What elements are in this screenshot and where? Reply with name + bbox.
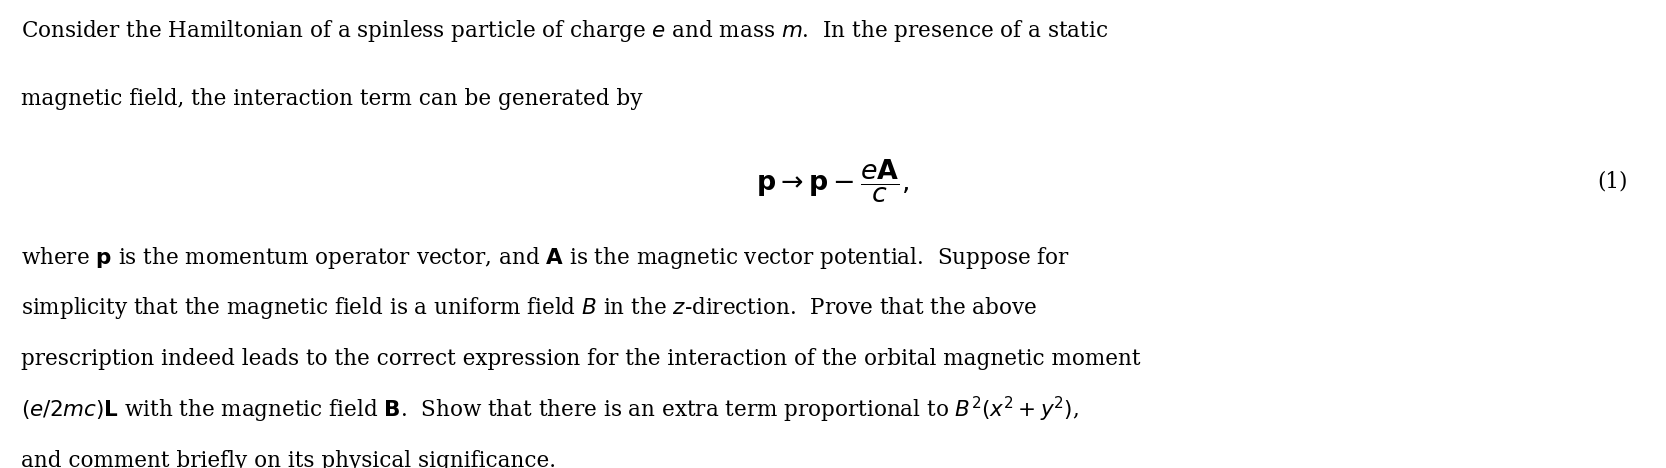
Text: (1): (1) [1598, 170, 1628, 192]
Text: where $\mathbf{p}$ is the momentum operator vector, and $\mathbf{A}$ is the magn: where $\mathbf{p}$ is the momentum opera… [22, 245, 1070, 271]
Text: $(e/2mc)\mathbf{L}$ with the magnetic field $\mathbf{B}$.  Show that there is an: $(e/2mc)\mathbf{L}$ with the magnetic fi… [22, 395, 1080, 425]
Text: simplicity that the magnetic field is a uniform field $B$ in the $z$-direction. : simplicity that the magnetic field is a … [22, 295, 1038, 322]
Text: $\mathbf{p} \rightarrow \mathbf{p} - \dfrac{e\mathbf{A}}{c},$: $\mathbf{p} \rightarrow \mathbf{p} - \df… [756, 158, 910, 205]
Text: Consider the Hamiltonian of a spinless particle of charge $e$ and mass $m$.  In : Consider the Hamiltonian of a spinless p… [22, 18, 1108, 44]
Text: prescription indeed leads to the correct expression for the interaction of the o: prescription indeed leads to the correct… [22, 348, 1141, 370]
Text: and comment briefly on its physical significance.: and comment briefly on its physical sign… [22, 450, 556, 468]
Text: magnetic field, the interaction term can be generated by: magnetic field, the interaction term can… [22, 88, 643, 110]
